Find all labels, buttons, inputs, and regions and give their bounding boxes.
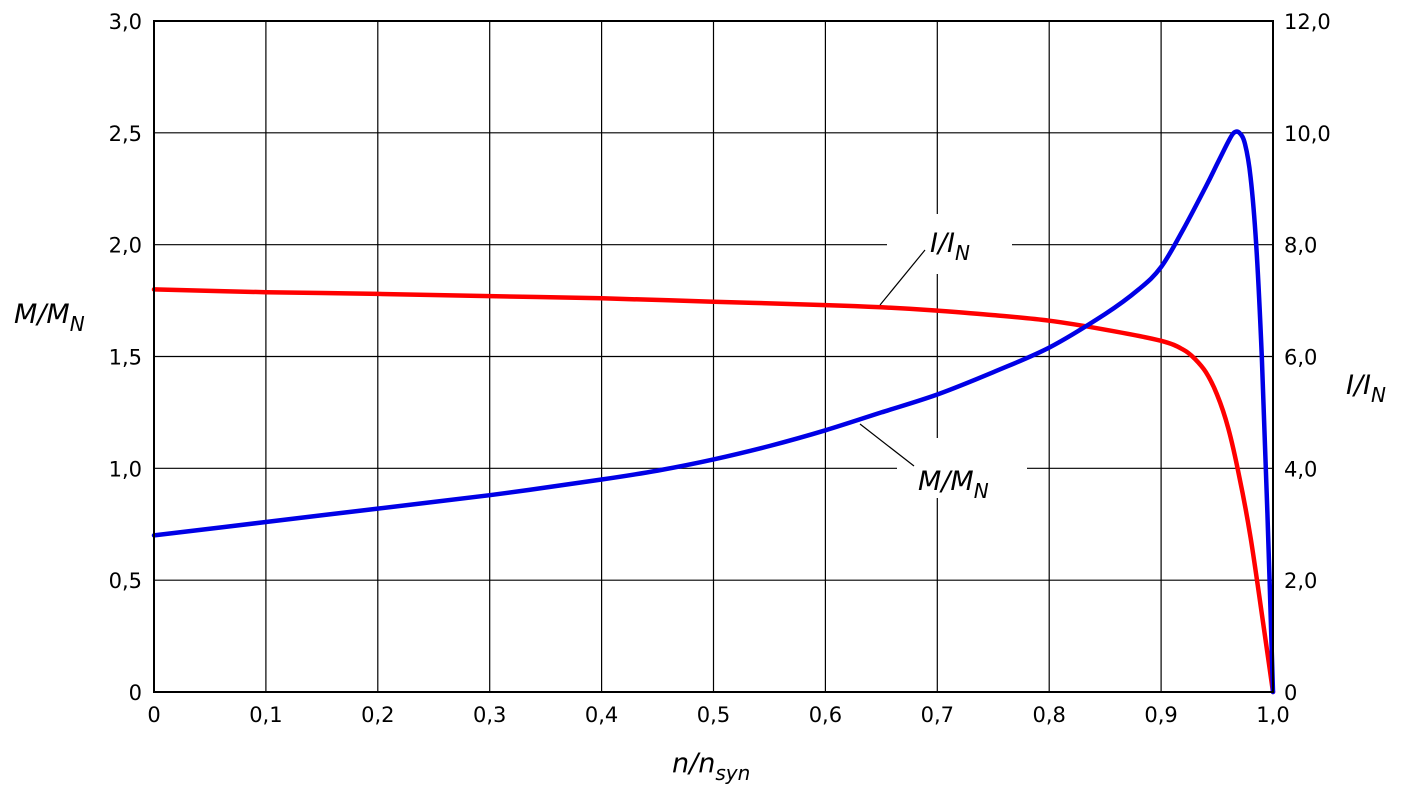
x-axis-title-main: n/n (672, 748, 715, 779)
annotation-label-main: I/I (930, 228, 955, 259)
annotation-background (887, 214, 1012, 274)
annotation-label-sub: N (974, 479, 989, 503)
annotation-layer: I/INM/MN (859, 214, 1027, 503)
y-axis-right-title: I/IN (1346, 370, 1386, 407)
x-axis-title-sub: syn (715, 761, 750, 785)
series-line-0 (151, 287, 1276, 695)
x-tick-label: 0,9 (1144, 703, 1177, 727)
y-axis-left-title-main: M/M (14, 299, 70, 330)
y-left-tick-label: 1,0 (109, 457, 142, 481)
y-left-tick-label: 3,0 (109, 10, 142, 34)
annotation-label: I/IN (930, 228, 970, 265)
y-left-tick-label: 1,5 (109, 346, 142, 370)
annotation-label-sub: N (955, 241, 970, 265)
y-right-tick-label: 0 (1284, 681, 1297, 705)
y-right-tick-label: 4,0 (1284, 457, 1317, 481)
y-axis-right-title-main: I/I (1346, 370, 1371, 401)
x-tick-label: 0,4 (585, 703, 618, 727)
plot-frame (153, 20, 1274, 693)
y-right-tick-label: 10,0 (1284, 122, 1331, 146)
tick-labels: 0 0,1 0,2 0,3 0,4 0,5 0,6 0,7 0,8 0,9 1,000,51,01,… (109, 10, 1331, 727)
x-tick-label: 0,1 (249, 703, 282, 727)
y-right-tick-label: 2,0 (1284, 569, 1317, 593)
series-line-1 (151, 129, 1276, 695)
annotation-leader (879, 249, 926, 306)
x-axis-title: n/nsyn (672, 748, 750, 785)
y-axis-left-title-sub: N (70, 312, 85, 336)
y-right-tick-label: 6,0 (1284, 346, 1317, 370)
annotation-leader (859, 423, 915, 467)
grid-lines (153, 20, 1274, 693)
x-tick-label: 0,8 (1032, 703, 1065, 727)
y-right-tick-label: 12,0 (1284, 10, 1331, 34)
y-axis-left-title: M/MN (14, 299, 85, 336)
y-right-tick-label: 8,0 (1284, 234, 1317, 258)
y-left-tick-label: 0 (129, 681, 142, 705)
y-left-tick-label: 2,5 (109, 122, 142, 146)
y-left-tick-label: 2,0 (109, 234, 142, 258)
x-tick-label: 1,0 (1256, 703, 1289, 727)
y-axis-right-title-sub: N (1371, 383, 1386, 407)
x-tick-label: 0,5 (697, 703, 730, 727)
x-tick-label: 0 (147, 703, 160, 727)
series-layer (151, 129, 1276, 695)
y-left-tick-label: 0,5 (109, 569, 142, 593)
x-tick-label: 0,2 (361, 703, 394, 727)
annotation-label-main: M/M (918, 466, 974, 497)
annotation-background (897, 438, 1027, 498)
x-tick-label: 0,6 (809, 703, 842, 727)
x-tick-label: 0,3 (473, 703, 506, 727)
x-tick-label: 0,7 (921, 703, 954, 727)
annotation-label: M/MN (918, 466, 989, 503)
